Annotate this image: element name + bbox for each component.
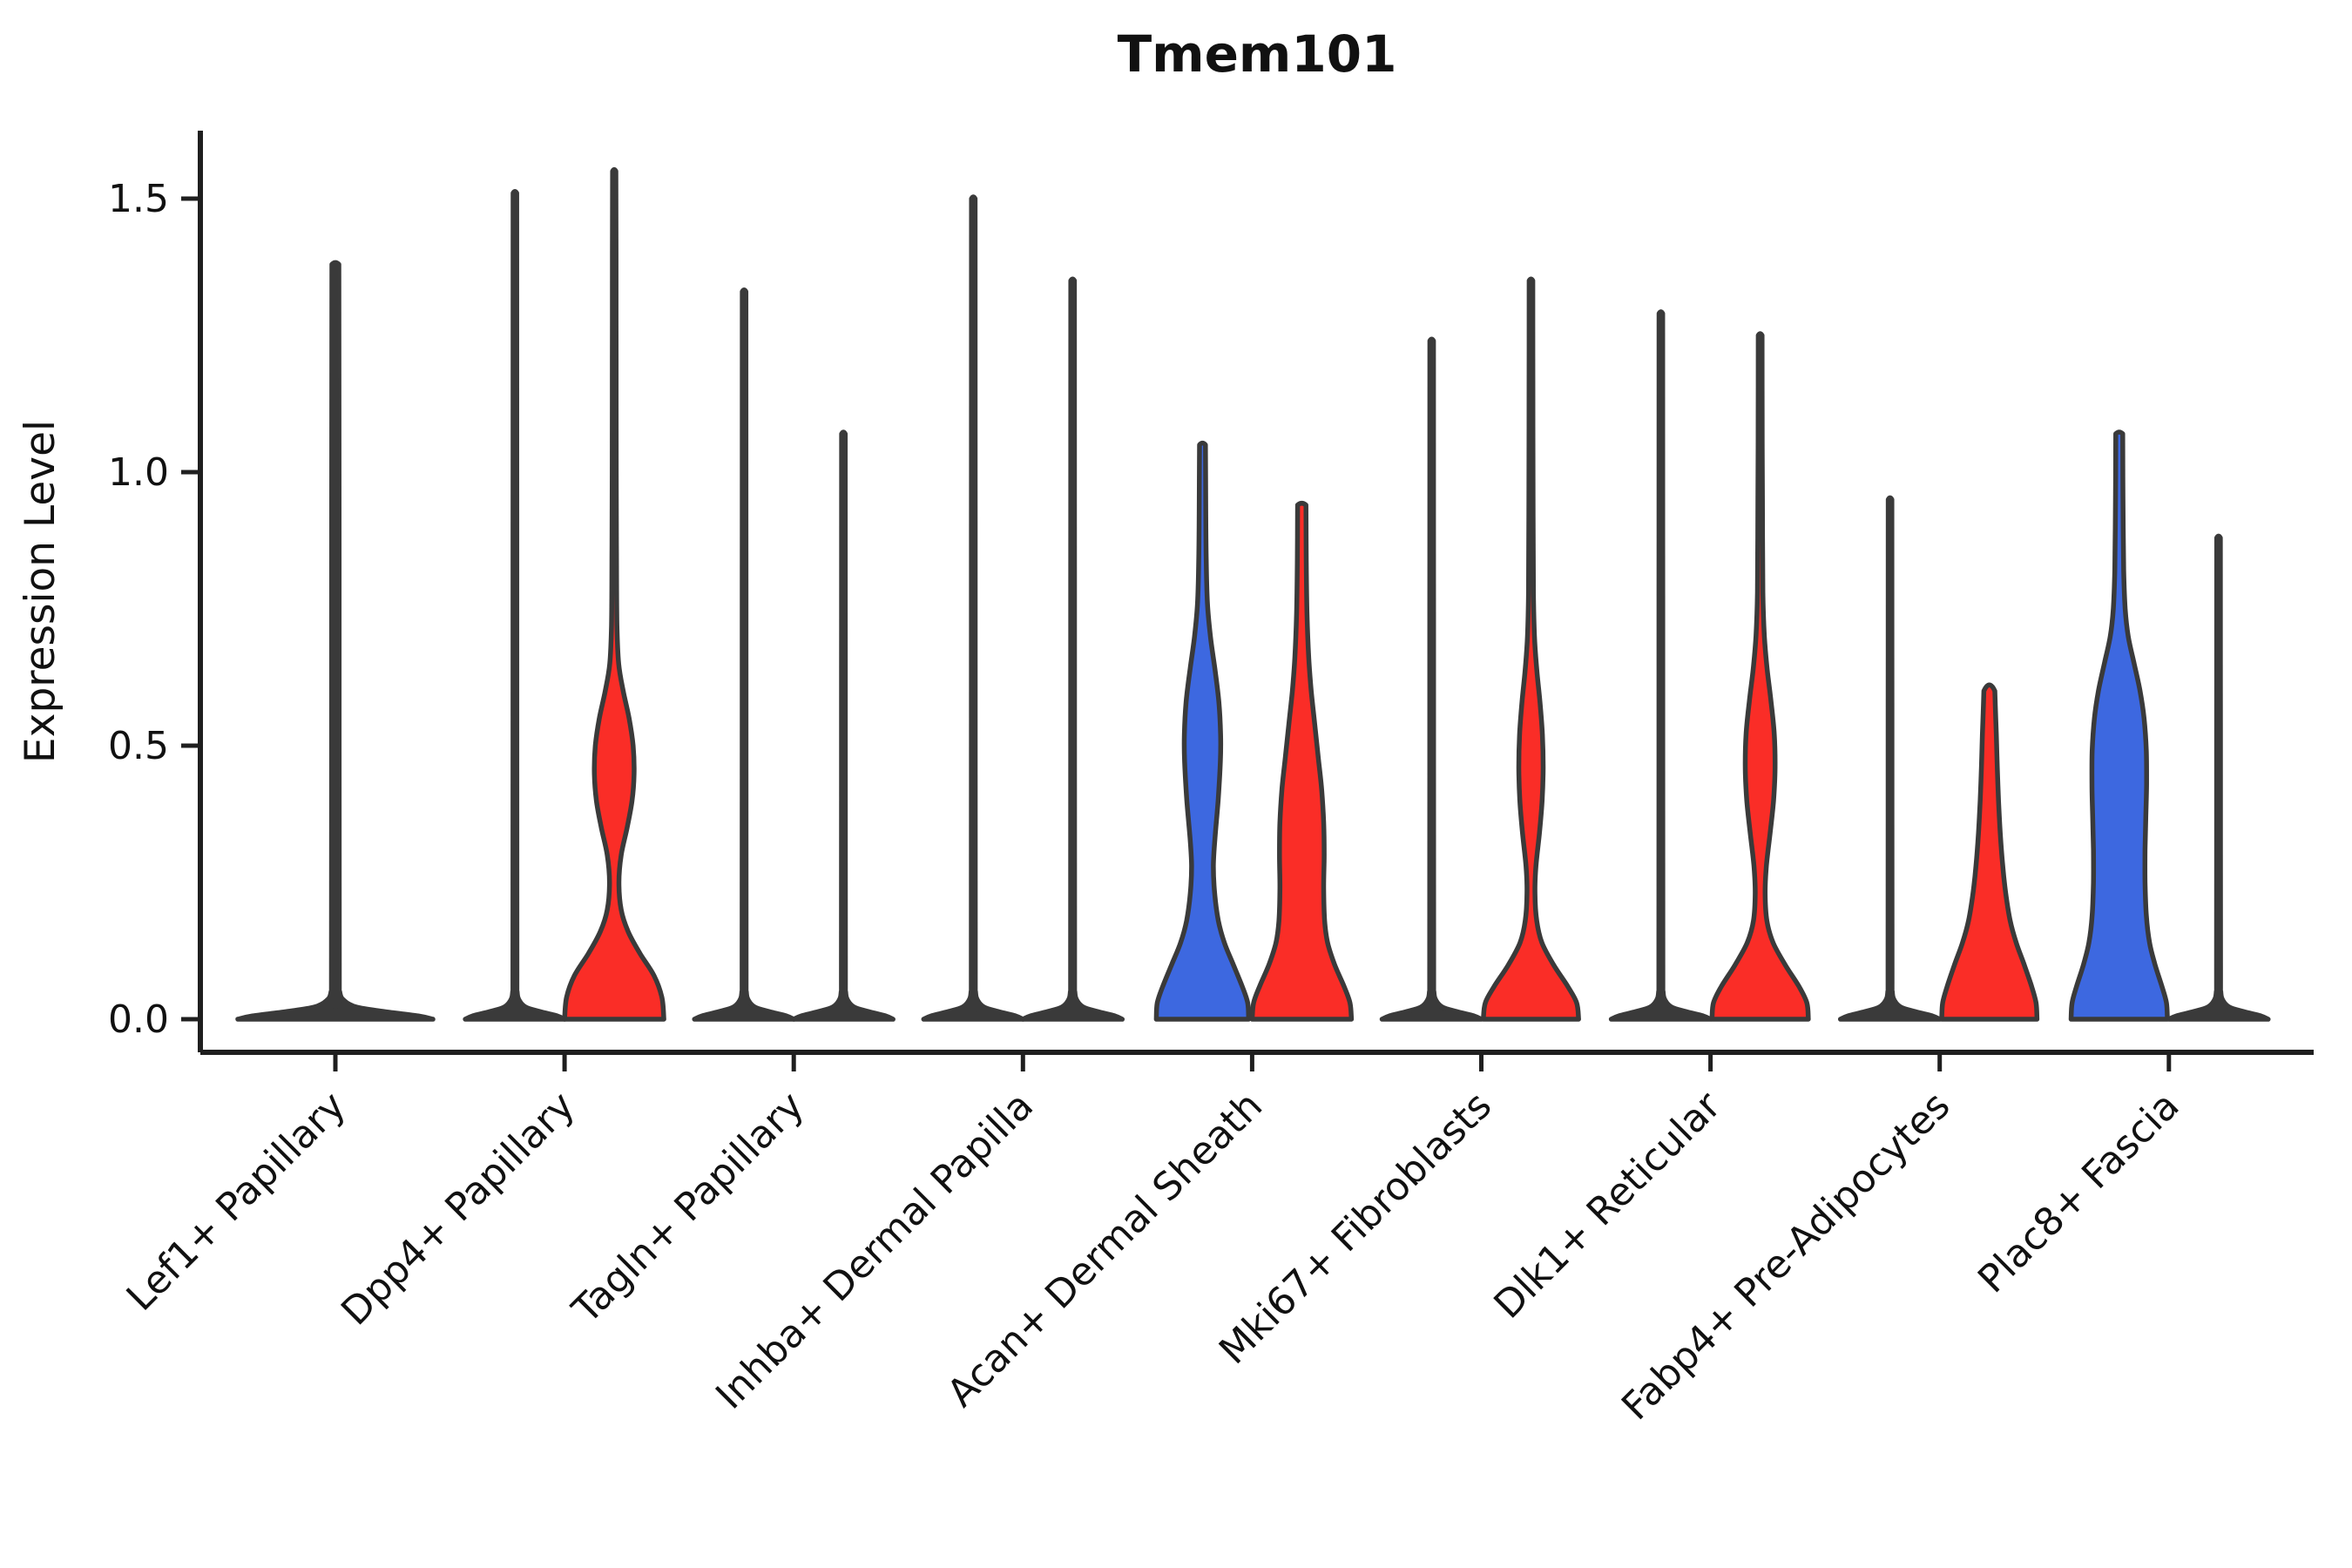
violin-spike	[1020, 276, 1125, 1022]
x-tick-label: Tagln+ Papillary	[564, 1084, 813, 1333]
y-tick-label: 0.0	[108, 997, 169, 1042]
y-tick-label: 0.5	[108, 724, 169, 768]
violin-spike	[1608, 309, 1713, 1022]
y-axis-ticks: 0.0 0.5 1.0 1.5	[108, 177, 200, 1042]
violin-spike	[921, 194, 1026, 1022]
axes	[198, 131, 2314, 1055]
violin-spike	[791, 429, 896, 1022]
violin-blue	[2068, 429, 2170, 1022]
violin-series	[235, 166, 2271, 1022]
violin-spike	[235, 260, 436, 1022]
violin-spike	[2166, 533, 2271, 1022]
y-tick-label: 1.5	[108, 177, 169, 221]
violin-spike	[1379, 336, 1484, 1022]
violin-red	[1481, 276, 1581, 1022]
violin-red	[562, 166, 666, 1022]
y-tick-label: 1.0	[108, 450, 169, 495]
violin-red	[1249, 500, 1355, 1022]
violin-spike	[1837, 495, 1943, 1022]
y-axis-label: Expression Level	[17, 420, 64, 763]
violin-red	[1939, 682, 2040, 1022]
violin-spike	[463, 189, 567, 1022]
x-tick-label: Dpp4+ Papillary	[333, 1084, 584, 1335]
x-tick-label: Lef1+ Papillary	[118, 1084, 355, 1320]
violin-blue	[1153, 440, 1252, 1022]
violin-red	[1709, 331, 1811, 1022]
violin-spike	[692, 287, 796, 1022]
x-tick-label: Plac8+ Fascia	[1970, 1084, 2188, 1302]
x-tick-label: Dlk1+ Reticular	[1485, 1083, 1730, 1328]
chart-title: Tmem101	[1118, 24, 1397, 84]
